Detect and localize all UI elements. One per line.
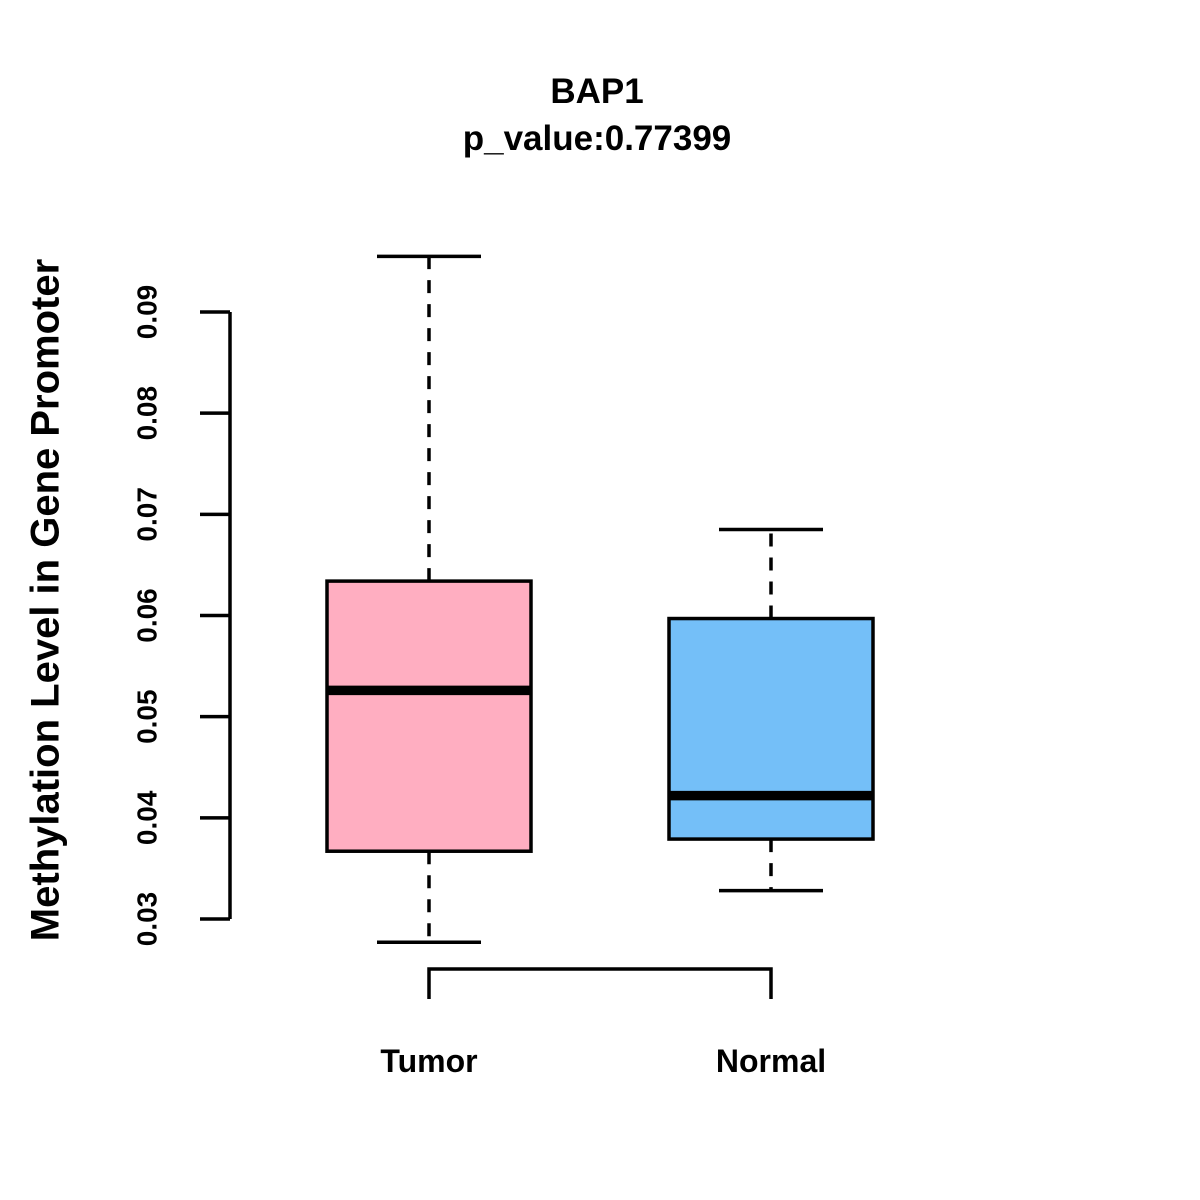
tumor-box: [325, 579, 533, 853]
chart-subtitle-pvalue: p_value:0.77399: [462, 119, 732, 158]
x-axis-bracket: [427, 967, 773, 999]
y-axis-tick-label: 0.07: [132, 487, 163, 542]
y-axis-tick-label: 0.03: [132, 892, 163, 947]
normal-box: [667, 616, 875, 841]
y-axis-label: Methylation Level in Gene Promoter: [23, 258, 68, 942]
y-axis-tick-label: 0.05: [132, 689, 163, 744]
x-category-label-tumor: Tumor: [380, 1043, 478, 1079]
y-axis-tick-label: 0.09: [132, 285, 163, 340]
y-axis-tick-label: 0.04: [132, 790, 163, 845]
y-axis-tick-label: 0.06: [132, 588, 163, 643]
chart-title: BAP1: [550, 72, 644, 111]
x-category-label-normal: Normal: [715, 1043, 827, 1079]
y-axis-tick-label: 0.08: [132, 386, 163, 441]
